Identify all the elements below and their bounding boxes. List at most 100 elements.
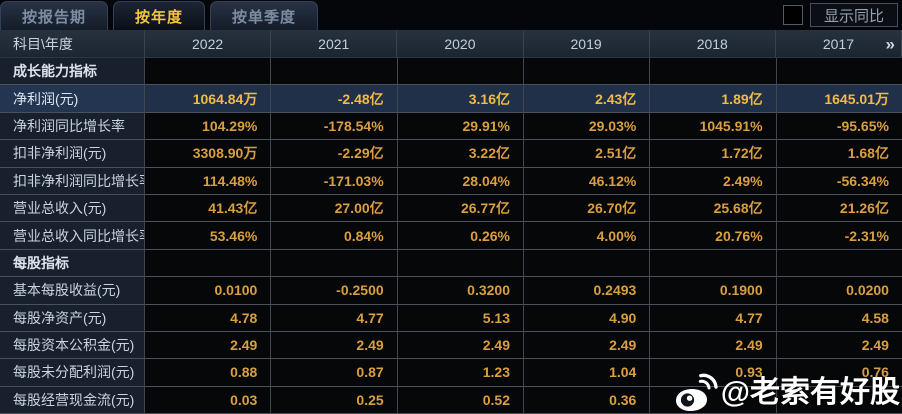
cell-value: 0.25 <box>271 386 398 414</box>
cell-value: 53.46% <box>145 222 272 250</box>
cell-value <box>523 58 651 86</box>
cell-value: 0.0200 <box>776 277 902 305</box>
tab-annual[interactable]: 按年度 <box>113 1 206 30</box>
cell-value: 4.77 <box>271 304 398 332</box>
yoy-controls: 显示同比 <box>782 3 898 27</box>
cell-value: -0.2500 <box>271 277 398 305</box>
cell-value: 0.26% <box>397 222 524 250</box>
cell-value: 104.29% <box>145 112 272 141</box>
cell-value: 0.88 <box>145 359 272 387</box>
cell-value <box>397 249 524 278</box>
row-label: 基本每股收益(元) <box>0 277 145 305</box>
cell-value: 26.77亿 <box>397 194 524 223</box>
data-row: 营业总收入(元) 41.43亿 27.00亿 26.77亿 26.70亿 25.68亿 21… <box>0 194 902 223</box>
financial-table: 科目\年度 2022 2021 2020 2019 2018 2017» 成长能力指标 净利… <box>0 30 902 414</box>
data-row: 每股未分配利润(元) 0.88 0.87 1.23 1.04 0.93 0.76 <box>0 359 902 387</box>
data-row: 净利润(元) 1064.84万 -2.48亿 3.16亿 2.43亿 1.89亿 1645.… <box>0 85 902 113</box>
cell-value: 4.90 <box>523 304 651 332</box>
cell-value: 21.26亿 <box>776 194 902 223</box>
cell-value: 1.72亿 <box>650 140 777 168</box>
cell-value: -2.29亿 <box>271 140 398 168</box>
cell-value: 114.48% <box>145 167 272 195</box>
cell-value: 25.68亿 <box>650 194 777 223</box>
data-row: 每股净资产(元) 4.78 4.77 5.13 4.90 4.77 4.58 <box>0 304 902 332</box>
cell-value: 1.68亿 <box>776 140 902 168</box>
cell-value: 41.43亿 <box>145 194 272 223</box>
cell-value: 2.49 <box>271 331 398 360</box>
cell-value: 3.22亿 <box>397 140 524 168</box>
header-row: 科目\年度 2022 2021 2020 2019 2018 2017» <box>0 30 902 58</box>
cell-value <box>776 249 902 278</box>
cell-value <box>145 58 272 86</box>
row-label: 净利润(元) <box>0 85 145 113</box>
cell-value: 29.03% <box>523 112 651 141</box>
cell-value: 2.43亿 <box>523 85 651 113</box>
cell-value: 0.0100 <box>145 277 272 305</box>
row-label: 营业总收入(元) <box>0 194 145 223</box>
row-label: 营业总收入同比增长率 <box>0 222 145 250</box>
row-label: 每股未分配利润(元) <box>0 359 145 387</box>
cell-value: -2.48亿 <box>271 85 398 113</box>
year-header: 2020 <box>397 30 524 57</box>
tab-report-period[interactable]: 按报告期 <box>0 1 109 30</box>
tab-list: 按报告期 按年度 按单季度 <box>0 0 323 30</box>
year-header: 2021 <box>271 30 398 57</box>
show-yoy-checkbox[interactable] <box>782 5 803 25</box>
section-row: 每股指标 <box>0 249 902 278</box>
cell-value: 5.13 <box>397 304 524 332</box>
row-label: 每股资本公积金(元) <box>0 331 145 360</box>
cell-value: -178.54% <box>271 112 398 141</box>
cell-value: 26.70亿 <box>523 194 651 223</box>
cell-value: 3.16亿 <box>397 85 524 113</box>
tab-quarter[interactable]: 按单季度 <box>210 1 319 30</box>
cell-value: 1.23 <box>397 359 524 387</box>
data-row: 每股资本公积金(元) 2.49 2.49 2.49 2.49 2.49 2.49 <box>0 331 902 360</box>
data-row: 扣非净利润(元) 3308.90万 -2.29亿 3.22亿 2.51亿 1.72亿 1.6… <box>0 140 902 168</box>
cell-value: -95.65% <box>776 112 902 141</box>
show-yoy-button[interactable]: 显示同比 <box>809 3 898 27</box>
cell-value: 1645.01万 <box>776 85 902 113</box>
section-row: 成长能力指标 <box>0 58 902 86</box>
cell-value: 1.89亿 <box>650 85 777 113</box>
cell-value <box>650 386 777 414</box>
cell-value <box>523 249 651 278</box>
row-label: 每股指标 <box>0 249 145 278</box>
row-label: 成长能力指标 <box>0 58 145 86</box>
cell-value <box>776 58 902 86</box>
cell-value: 20.76% <box>650 222 777 250</box>
cell-value <box>271 249 398 278</box>
cell-value: 4.00% <box>523 222 651 250</box>
tab-bar: 按报告期 按年度 按单季度 显示同比 <box>0 0 902 30</box>
row-label: 扣非净利润(元) <box>0 140 145 168</box>
cell-value: 2.51亿 <box>523 140 651 168</box>
row-label: 净利润同比增长率 <box>0 112 145 141</box>
year-header: 2017 <box>776 30 902 57</box>
data-row: 扣非净利润同比增长率 114.48% -171.03% 28.04% 46.12% 2.4… <box>0 167 902 195</box>
cell-value: 2.49 <box>397 331 524 360</box>
cell-value: 0.3200 <box>397 277 524 305</box>
cell-value: 0.93 <box>650 359 777 387</box>
data-row: 营业总收入同比增长率 53.46% 0.84% 0.26% 4.00% 20.76% -2.… <box>0 222 902 250</box>
cell-value: 0.76 <box>776 359 902 387</box>
cell-value: 0.03 <box>145 386 272 414</box>
data-row: 每股经营现金流(元) 0.03 0.25 0.52 0.36 <box>0 386 902 414</box>
cell-value <box>650 249 777 278</box>
cell-value: 0.36 <box>523 386 651 414</box>
cell-value: 29.91% <box>397 112 524 141</box>
cell-value: 27.00亿 <box>271 194 398 223</box>
more-columns-icon[interactable]: » <box>885 34 895 53</box>
cell-value: 0.2493 <box>523 277 651 305</box>
cell-value: -56.34% <box>776 167 902 195</box>
cell-value: 0.52 <box>397 386 524 414</box>
cell-value <box>397 58 524 86</box>
cell-value <box>145 249 272 278</box>
cell-value: 3308.90万 <box>145 140 272 168</box>
cell-value <box>650 58 777 86</box>
cell-value: 2.49 <box>650 331 777 360</box>
cell-value <box>271 58 398 86</box>
cell-value: 2.49 <box>776 331 902 360</box>
data-row: 基本每股收益(元) 0.0100 -0.2500 0.3200 0.2493 0.1900… <box>0 277 902 305</box>
cell-value: 46.12% <box>523 167 651 195</box>
cell-value: 4.78 <box>145 304 272 332</box>
